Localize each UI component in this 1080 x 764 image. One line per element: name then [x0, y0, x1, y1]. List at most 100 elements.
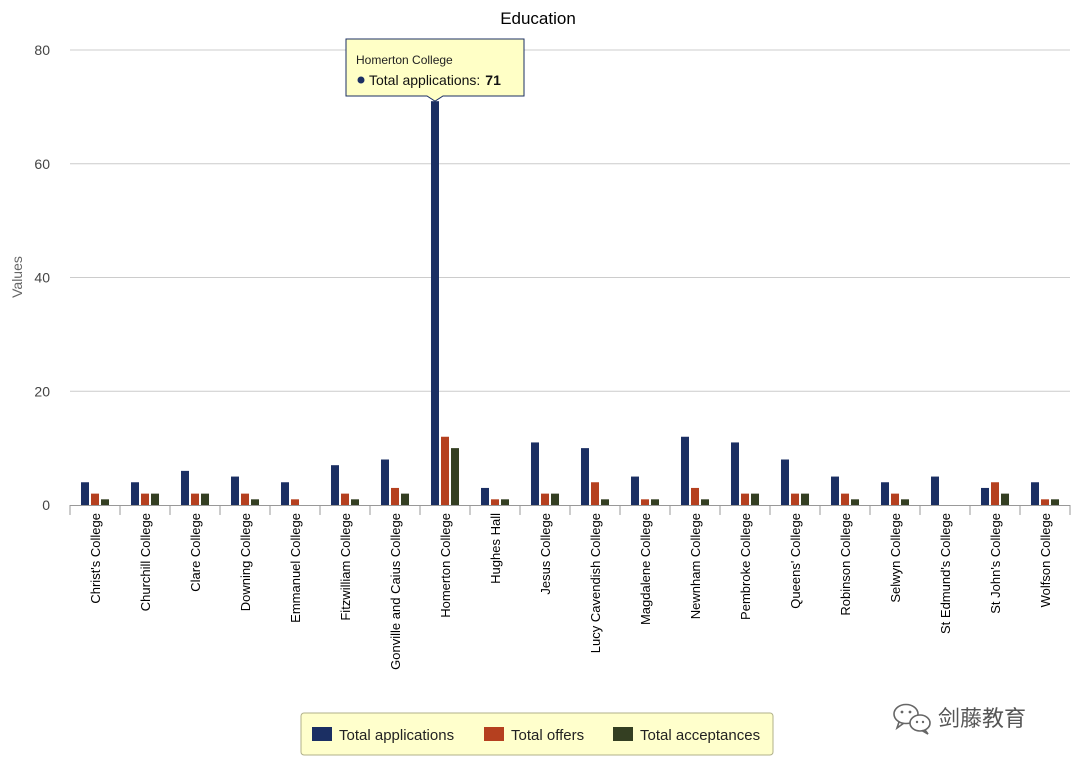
- x-tick-label: Homerton College: [438, 513, 453, 618]
- bar[interactable]: [1001, 493, 1009, 505]
- bar[interactable]: [741, 493, 749, 505]
- bar[interactable]: [991, 482, 999, 505]
- legend-label: Total applications: [339, 727, 454, 744]
- bar[interactable]: [931, 476, 939, 505]
- bar[interactable]: [491, 499, 499, 505]
- bar[interactable]: [391, 487, 399, 505]
- legend-item[interactable]: Total offers: [484, 727, 584, 744]
- bar[interactable]: [691, 487, 699, 505]
- bar[interactable]: [1041, 499, 1049, 505]
- bar[interactable]: [291, 499, 299, 505]
- axes: [69, 505, 1071, 515]
- bar[interactable]: [581, 448, 589, 505]
- bar[interactable]: [541, 493, 549, 505]
- legend-box: [300, 712, 774, 756]
- x-tick-label: Gonville and Caius College: [388, 513, 403, 670]
- x-tick-labels: Christ's College Churchill College Clare C…: [88, 513, 1053, 670]
- bar[interactable]: [351, 499, 359, 505]
- bar[interactable]: [641, 499, 649, 505]
- bar[interactable]: [251, 499, 259, 505]
- legend-swatch: [484, 727, 504, 741]
- bar[interactable]: [191, 493, 199, 505]
- x-tick-label: Wolfson College: [1038, 513, 1053, 607]
- x-tick-label: Downing College: [238, 513, 253, 611]
- bar[interactable]: [91, 493, 99, 505]
- legend-label: Total offers: [511, 727, 584, 744]
- bar[interactable]: [241, 493, 249, 505]
- bar[interactable]: [341, 493, 349, 505]
- bar[interactable]: [831, 476, 839, 505]
- x-tick-label: Christ's College: [88, 513, 103, 604]
- y-tick-label: 20: [34, 383, 50, 399]
- bar[interactable]: [151, 493, 159, 505]
- bar[interactable]: [631, 476, 639, 505]
- bar[interactable]: [131, 482, 139, 505]
- legend-items: Total applications Total offers Total acce…: [312, 727, 760, 744]
- bar[interactable]: [441, 436, 449, 505]
- tooltip: Homerton College Total applications: 71: [345, 38, 525, 102]
- bar[interactable]: [751, 493, 759, 505]
- legend-item[interactable]: Total applications: [312, 727, 454, 744]
- bar[interactable]: [501, 499, 509, 505]
- bar[interactable]: [791, 493, 799, 505]
- bar[interactable]: [851, 499, 859, 505]
- bar[interactable]: [201, 493, 209, 505]
- bars: [81, 101, 1059, 505]
- bar[interactable]: [431, 101, 439, 505]
- bar[interactable]: [1051, 499, 1059, 505]
- x-tick-label: Emmanuel College: [288, 513, 303, 623]
- x-tick-label: Robinson College: [838, 513, 853, 616]
- x-tick-label: Jesus College: [538, 513, 553, 595]
- bar[interactable]: [801, 493, 809, 505]
- bar[interactable]: [901, 499, 909, 505]
- bar[interactable]: [231, 476, 239, 505]
- tooltip-series-marker: [357, 76, 365, 84]
- bar[interactable]: [451, 448, 459, 505]
- bar[interactable]: [381, 459, 389, 506]
- grid-lines: [70, 49, 1070, 392]
- x-tick-label: Fitzwilliam College: [338, 513, 353, 621]
- x-tick-label: Pembroke College: [738, 513, 753, 620]
- x-tick-label: Churchill College: [138, 513, 153, 611]
- bar[interactable]: [331, 465, 339, 505]
- x-tick-label: Clare College: [188, 513, 203, 592]
- bar[interactable]: [101, 499, 109, 505]
- y-tick-label: 40: [34, 270, 50, 286]
- bar[interactable]: [781, 459, 789, 506]
- bar[interactable]: [81, 482, 89, 505]
- bar[interactable]: [601, 499, 609, 505]
- bar[interactable]: [841, 493, 849, 505]
- x-tick-label: Hughes Hall: [488, 513, 503, 584]
- x-tick-label: Queens' College: [788, 513, 803, 609]
- tooltip-box: [345, 38, 525, 102]
- tooltip-value: 71: [485, 72, 501, 88]
- y-tick-label: 60: [34, 156, 50, 172]
- bar[interactable]: [731, 442, 739, 505]
- bar[interactable]: [881, 482, 889, 505]
- bar[interactable]: [281, 482, 289, 505]
- bar[interactable]: [891, 493, 899, 505]
- bar[interactable]: [141, 493, 149, 505]
- bar[interactable]: [181, 470, 189, 505]
- legend-item[interactable]: Total acceptances: [613, 727, 760, 744]
- bar[interactable]: [701, 499, 709, 505]
- x-tick-label: St Edmund's College: [938, 513, 953, 634]
- x-tick-label: St John's College: [988, 513, 1003, 614]
- bar[interactable]: [401, 493, 409, 505]
- legend-label: Total acceptances: [640, 727, 760, 744]
- legend-swatch: [613, 727, 633, 741]
- bar[interactable]: [651, 499, 659, 505]
- x-tick-label: Selwyn College: [888, 513, 903, 603]
- bar[interactable]: [681, 436, 689, 505]
- bar[interactable]: [551, 493, 559, 505]
- x-tick-label: Lucy Cavendish College: [588, 513, 603, 653]
- bar[interactable]: [1031, 482, 1039, 505]
- bar[interactable]: [531, 442, 539, 505]
- bar[interactable]: [481, 487, 489, 505]
- legend-swatch: [312, 727, 332, 741]
- bar[interactable]: [591, 482, 599, 505]
- bar[interactable]: [981, 487, 989, 505]
- y-tick-labels: 0 20 40 60 80: [34, 42, 50, 513]
- legend: Total applications Total offers Total acce…: [300, 712, 774, 756]
